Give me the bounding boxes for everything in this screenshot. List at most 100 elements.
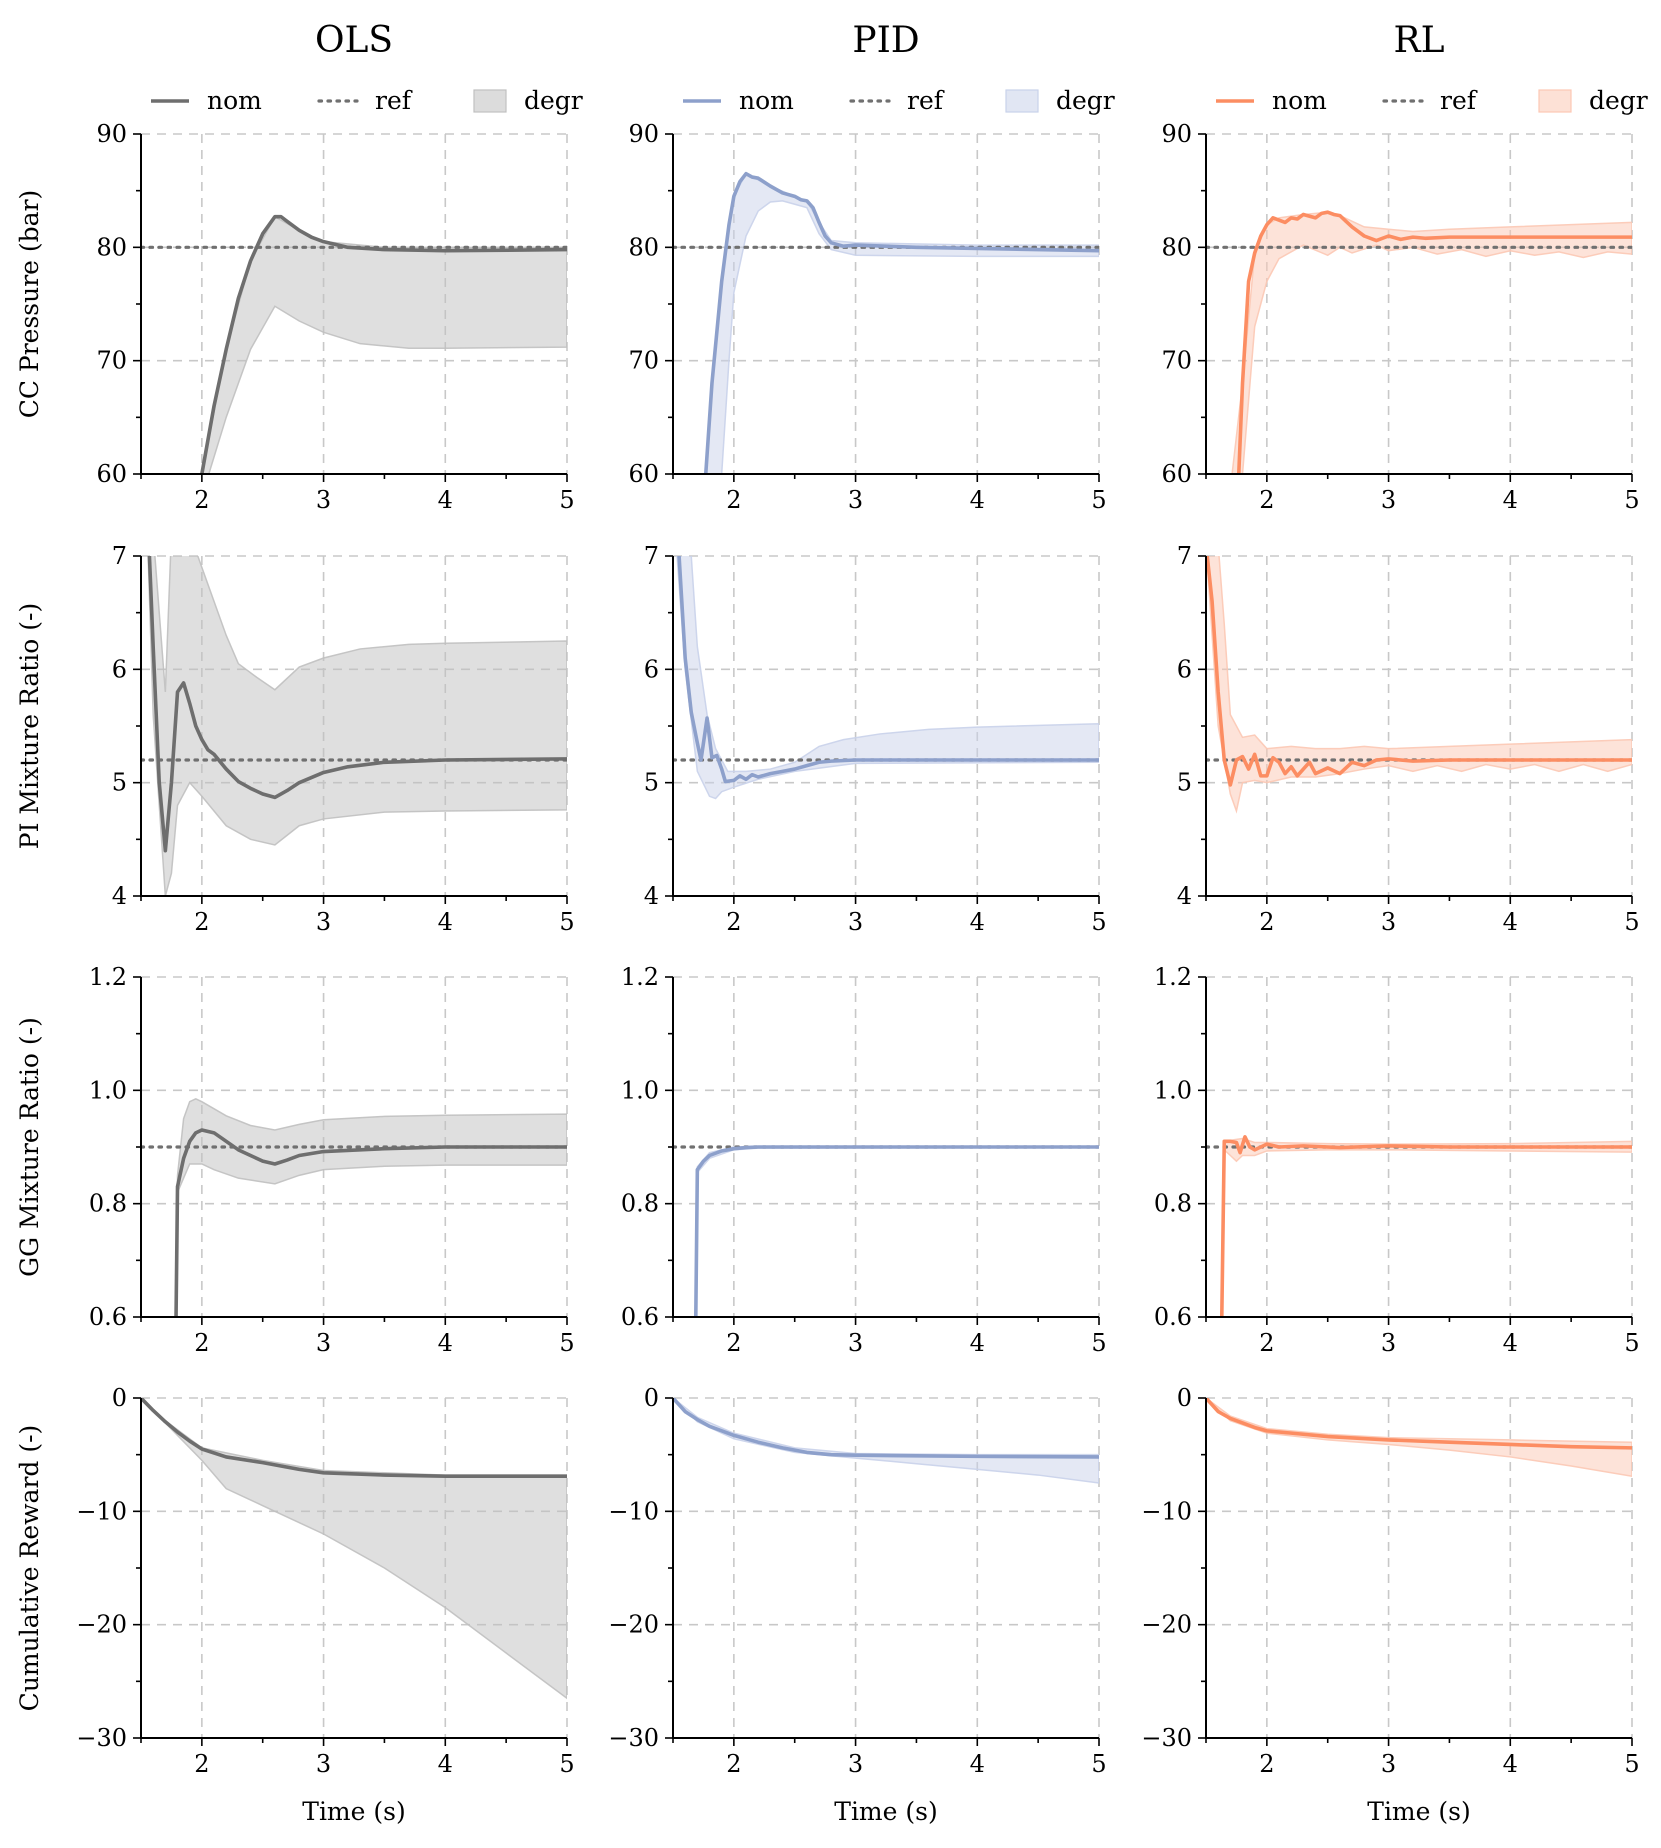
legend: nom ref degr <box>1216 86 1648 115</box>
x-tick-label: 5 <box>559 908 574 936</box>
x-ticks: 2 3 4 5 <box>140 474 575 514</box>
y-tick-label: 80 <box>628 233 659 261</box>
y-tick-label: 1.2 <box>1154 963 1192 991</box>
x-tick-label: 5 <box>1624 1329 1639 1357</box>
y-tick-label: 1.0 <box>89 1076 127 1104</box>
plot-area <box>141 1398 567 1700</box>
column-header-pid: PID nom ref degr <box>683 20 1115 115</box>
x-tick-label: 4 <box>970 1750 985 1778</box>
plot-area <box>1206 1398 1632 1477</box>
panel-4-pid: 2 3 4 5 −30 −20 −10 0 Time (s) <box>608 1384 1106 1826</box>
panel-1-rl: 2 3 4 5 60 70 80 90 <box>1161 120 1640 514</box>
y-tick-label: −20 <box>608 1611 659 1639</box>
x-tick-label: 5 <box>1091 1329 1106 1357</box>
grid <box>673 1397 1100 1738</box>
degraded-band <box>676 556 1099 800</box>
legend-degr-label: degr <box>1589 86 1648 115</box>
y-ticks: 0.6 0.8 1.0 1.2 <box>621 963 673 1331</box>
panel-1-ols: 2 3 4 5 60 70 80 90 <box>96 120 575 514</box>
y-tick-label: 1.0 <box>1154 1076 1192 1104</box>
panel-1-pid: 2 3 4 5 60 70 80 90 <box>628 120 1106 514</box>
x-ticks: 2 3 4 5 <box>1205 474 1640 514</box>
degraded-band <box>175 1098 567 1317</box>
x-tick-label: 2 <box>1259 1750 1274 1778</box>
plot-area <box>673 1398 1099 1484</box>
column-title: RL <box>1393 20 1444 61</box>
panel-2-pid: 2 3 4 5 4 5 6 7 <box>644 542 1107 936</box>
x-tick-label: 5 <box>1091 1750 1106 1778</box>
x-tick-label: 3 <box>848 1750 863 1778</box>
nominal-line <box>200 214 567 474</box>
plot-area <box>673 171 1099 474</box>
nominal-line <box>1236 210 1632 474</box>
panel-2-ols: 2 3 4 5 4 5 6 7 <box>112 542 575 936</box>
x-tick-label: 2 <box>194 1329 209 1357</box>
x-ticks: 2 3 4 5 <box>1205 896 1640 936</box>
y-tick-label: 1.2 <box>89 963 127 991</box>
y-ticks: 60 70 80 90 <box>628 120 673 488</box>
y-tick-label: −30 <box>608 1724 659 1752</box>
x-tick-label: 4 <box>1503 1750 1518 1778</box>
x-tick-label: 4 <box>438 908 453 936</box>
nominal-line <box>147 556 567 853</box>
legend-nom-label: nom <box>1272 86 1327 115</box>
y-tick-label: 7 <box>644 542 659 570</box>
y-tick-label: 0 <box>112 1384 127 1412</box>
y-tick-label: 60 <box>1161 460 1192 488</box>
degraded-band <box>147 556 567 896</box>
y-tick-label: −10 <box>1141 1497 1192 1525</box>
y-axis-label: PI Mixture Ratio (-) <box>15 603 44 849</box>
y-tick-label: 4 <box>1177 882 1192 910</box>
x-tick-label: 3 <box>316 486 331 514</box>
nominal-line <box>703 171 1099 474</box>
x-tick-label: 2 <box>194 1750 209 1778</box>
nominal-line <box>677 556 1099 784</box>
x-tick-label: 2 <box>726 1329 741 1357</box>
legend-ref-label: ref <box>1440 86 1478 115</box>
degraded-band <box>695 1145 1099 1317</box>
y-ticks: 60 70 80 90 <box>1161 120 1206 488</box>
x-axis-label: Time (s) <box>1367 1797 1470 1826</box>
y-tick-label: 0.6 <box>1154 1303 1192 1331</box>
y-axis-label: GG Mixture Ratio (-) <box>15 1017 44 1277</box>
y-ticks: 0.6 0.8 1.0 1.2 <box>1154 963 1206 1331</box>
legend-degr-label: degr <box>524 86 583 115</box>
nominal-line <box>673 1398 1099 1459</box>
x-axis-label: Time (s) <box>834 1797 937 1826</box>
x-ticks: 2 3 4 5 <box>140 1738 575 1778</box>
grid <box>673 555 1100 896</box>
x-tick-label: 3 <box>316 1750 331 1778</box>
x-tick-label: 4 <box>970 1329 985 1357</box>
grid <box>673 976 1100 1317</box>
y-tick-label: 0.6 <box>89 1303 127 1331</box>
degraded-band <box>1206 556 1632 814</box>
y-tick-label: 5 <box>112 769 127 797</box>
panel-4-ols: 2 3 4 5 −30 −20 −10 0 Time (s) <box>76 1384 574 1826</box>
x-tick-label: 2 <box>726 1750 741 1778</box>
y-tick-label: 5 <box>644 769 659 797</box>
nominal-line <box>1206 1398 1632 1450</box>
degraded-band <box>1206 1398 1632 1477</box>
degraded-band <box>1231 211 1632 474</box>
legend-nom-label: nom <box>207 86 262 115</box>
y-ticks: 4 5 6 7 <box>1177 542 1206 910</box>
x-tick-label: 2 <box>194 908 209 936</box>
y-tick-label: 90 <box>1161 120 1192 148</box>
legend-degr-swatch <box>473 89 507 113</box>
y-tick-label: 90 <box>96 120 127 148</box>
x-ticks: 2 3 4 5 <box>1205 1317 1640 1357</box>
x-tick-label: 3 <box>848 486 863 514</box>
plot-area <box>141 1098 567 1317</box>
legend-degr-swatch <box>1005 89 1039 113</box>
y-tick-label: 90 <box>628 120 659 148</box>
x-tick-label: 4 <box>438 1750 453 1778</box>
x-tick-label: 5 <box>559 486 574 514</box>
x-tick-label: 4 <box>1503 486 1518 514</box>
nominal-line <box>174 1128 567 1317</box>
x-tick-label: 5 <box>1091 486 1106 514</box>
column-header-rl: RL nom ref degr <box>1216 20 1648 115</box>
x-tick-label: 3 <box>848 908 863 936</box>
y-tick-label: 6 <box>644 655 659 683</box>
x-tick-label: 2 <box>726 486 741 514</box>
